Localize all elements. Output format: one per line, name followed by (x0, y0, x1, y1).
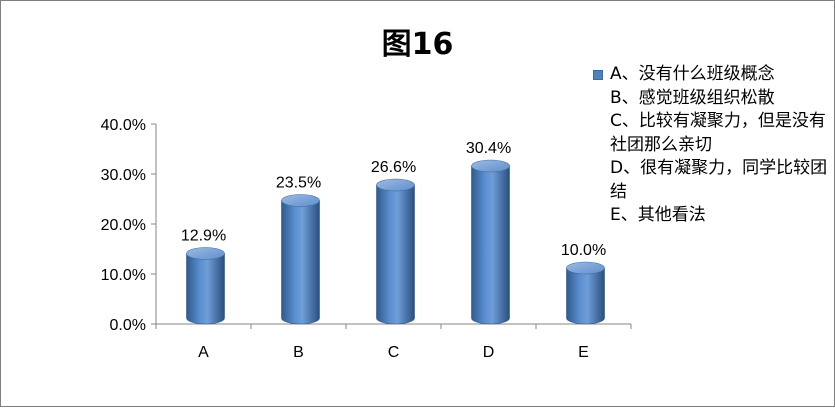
legend-swatch (593, 70, 603, 80)
data-label: 30.4% (466, 140, 511, 157)
bar-body (566, 267, 605, 325)
bar (376, 178, 415, 325)
bar-body (281, 200, 320, 325)
x-tick-label: C (388, 344, 400, 361)
bar-body (376, 184, 415, 325)
y-tick-label: 10.0% (101, 267, 146, 284)
y-tick-label: 0.0% (110, 317, 146, 334)
x-tick-label: E (578, 344, 589, 361)
bar-top (376, 178, 415, 192)
legend-entry: A、没有什么班级概念 B、感觉班级组织松散 C、比较有凝聚力，但是没有社团那么亲… (593, 63, 829, 228)
chart-title: 图16 (381, 27, 454, 62)
bar (471, 159, 510, 325)
bar-body (186, 253, 225, 325)
x-tick-label: B (293, 344, 304, 361)
legend-label: A、没有什么班级概念 B、感觉班级组织松散 C、比较有凝聚力，但是没有社团那么亲… (610, 64, 828, 225)
bar-body (471, 165, 510, 325)
bar-top (566, 261, 605, 275)
bar (186, 247, 225, 325)
y-tick-label: 20.0% (101, 217, 146, 234)
data-label: 23.5% (276, 175, 321, 192)
legend: A、没有什么班级概念 B、感觉班级组织松散 C、比较有凝聚力，但是没有社团那么亲… (593, 63, 829, 228)
data-label: 26.6% (371, 159, 416, 176)
bar-top (186, 247, 225, 260)
x-tick-label: A (198, 344, 209, 361)
bar-top (281, 194, 320, 207)
data-label: 12.9% (181, 228, 226, 245)
bar (566, 261, 605, 325)
bar (281, 194, 320, 325)
data-label: 10.0% (561, 242, 606, 259)
x-tick-label: D (483, 344, 495, 361)
bar-top (471, 159, 510, 173)
y-tick-label: 40.0% (101, 117, 146, 134)
y-tick-label: 30.0% (101, 167, 146, 184)
